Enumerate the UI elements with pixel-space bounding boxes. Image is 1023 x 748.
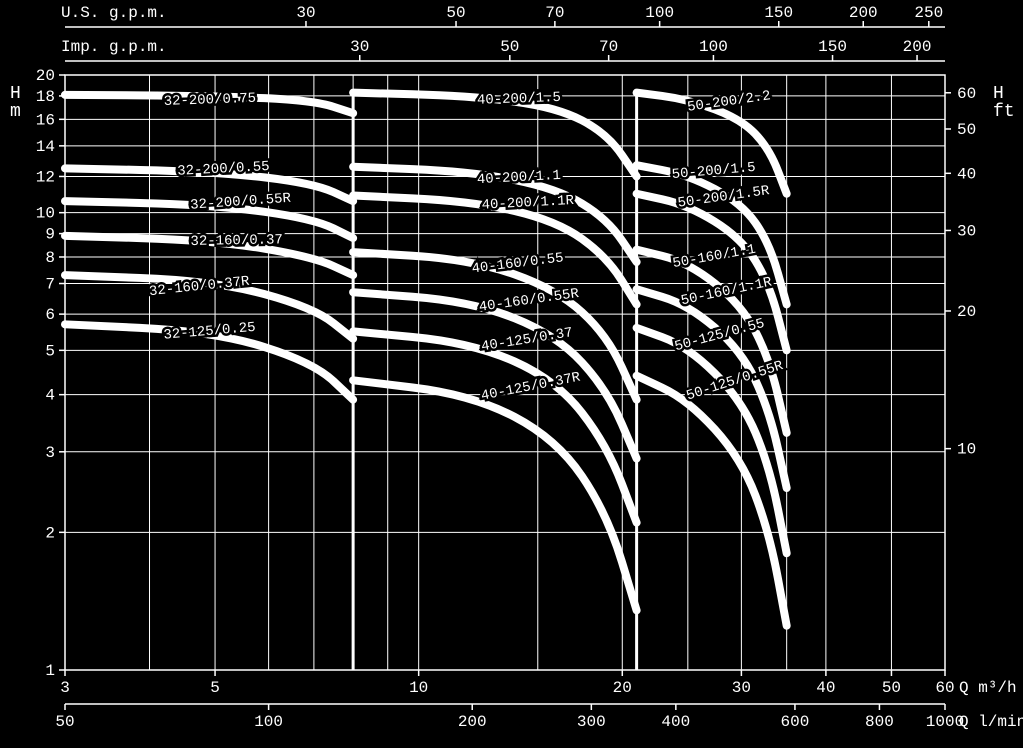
left-tick-label: 10 <box>36 205 55 223</box>
left-tick-label: 12 <box>36 168 55 186</box>
bottom1-tick-label: 50 <box>882 679 901 697</box>
top-axis2-label: Imp. g.p.m. <box>61 38 167 56</box>
top2-tick-label: 200 <box>903 38 932 56</box>
bottom1-tick-label: 3 <box>60 679 70 697</box>
left-tick-label: 18 <box>36 88 55 106</box>
right-tick-label: 10 <box>957 441 976 459</box>
bottom2-tick-label: 600 <box>781 713 810 731</box>
left-tick-label: 16 <box>36 111 55 129</box>
bottom1-tick-label: 30 <box>732 679 751 697</box>
top1-tick-label: 70 <box>545 4 564 22</box>
left-tick-label: 6 <box>45 306 55 324</box>
left-axis-label-m: m <box>10 102 21 122</box>
right-axis-label-ft: ft <box>993 102 1015 122</box>
pump-curve-chart: 123456789101214161820Hm102030405060Hft35… <box>0 0 1023 748</box>
curve-label: 32-200/0.75 <box>163 91 256 110</box>
bottom2-tick-label: 400 <box>661 713 690 731</box>
bottom-axis1-label: Q m³/h <box>959 679 1017 697</box>
bottom2-tick-label: 200 <box>458 713 487 731</box>
top2-tick-label: 30 <box>350 38 369 56</box>
left-tick-label: 5 <box>45 342 55 360</box>
top2-tick-label: 150 <box>818 38 847 56</box>
top2-tick-label: 50 <box>500 38 519 56</box>
curve-label: 32-160/0.37 <box>190 232 283 250</box>
left-tick-label: 7 <box>45 276 55 294</box>
right-tick-label: 50 <box>957 121 976 139</box>
left-tick-label: 20 <box>36 67 55 85</box>
top2-tick-label: 100 <box>699 38 728 56</box>
bottom2-tick-label: 800 <box>865 713 894 731</box>
right-tick-label: 30 <box>957 222 976 240</box>
left-tick-label: 1 <box>45 662 55 680</box>
bottom2-tick-label: 300 <box>577 713 606 731</box>
bottom-axis2-label: Q l/min <box>959 713 1023 731</box>
bottom1-tick-label: 40 <box>816 679 835 697</box>
left-tick-label: 2 <box>45 524 55 542</box>
bottom2-tick-label: 100 <box>254 713 283 731</box>
top1-tick-label: 250 <box>914 4 943 22</box>
bottom2-tick-label: 50 <box>55 713 74 731</box>
left-tick-label: 8 <box>45 249 55 267</box>
left-tick-label: 9 <box>45 226 55 244</box>
left-axis-label-H: H <box>10 84 21 104</box>
top-axis1-label: U.S. g.p.m. <box>61 4 167 22</box>
bottom1-tick-label: 10 <box>409 679 428 697</box>
top2-tick-label: 70 <box>599 38 618 56</box>
bottom1-tick-label: 5 <box>210 679 220 697</box>
top1-tick-label: 50 <box>446 4 465 22</box>
right-tick-label: 40 <box>957 165 976 183</box>
right-tick-label: 60 <box>957 85 976 103</box>
right-tick-label: 20 <box>957 303 976 321</box>
left-tick-label: 4 <box>45 387 55 405</box>
curve-label: 40-200/1.5 <box>477 90 562 109</box>
bottom1-tick-label: 60 <box>935 679 954 697</box>
top1-tick-label: 150 <box>764 4 793 22</box>
top1-tick-label: 100 <box>645 4 674 22</box>
top1-tick-label: 200 <box>849 4 878 22</box>
left-tick-label: 14 <box>36 138 55 156</box>
left-tick-label: 3 <box>45 444 55 462</box>
top1-tick-label: 30 <box>296 4 315 22</box>
bottom1-tick-label: 20 <box>613 679 632 697</box>
right-axis-label-H: H <box>993 84 1004 104</box>
